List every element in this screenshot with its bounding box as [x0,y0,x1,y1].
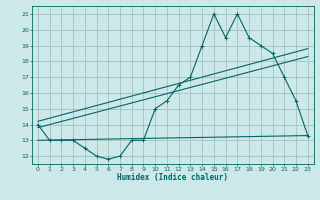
X-axis label: Humidex (Indice chaleur): Humidex (Indice chaleur) [117,173,228,182]
